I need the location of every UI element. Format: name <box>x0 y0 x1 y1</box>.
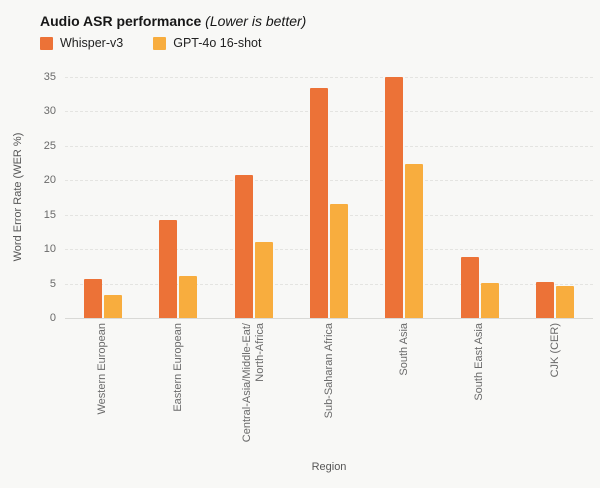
gridline-10 <box>65 249 593 251</box>
x-tick-label-5: South East Asia <box>473 323 486 401</box>
y-tick-label-20: 20 <box>43 174 56 187</box>
bar-group-0 <box>83 77 122 318</box>
bar-series0-cat4 <box>385 77 404 318</box>
bar-series0-cat1 <box>159 220 178 318</box>
bar-series1-cat0 <box>103 295 122 318</box>
bar-series0-cat3 <box>310 88 328 318</box>
chart-title-main: Audio ASR performance <box>40 13 202 29</box>
legend-label-gpt4o-16-shot: GPT-4o 16-shot <box>173 36 262 50</box>
bar-series1-cat4 <box>405 164 424 318</box>
y-tick-label-10: 10 <box>43 243 56 256</box>
gridline-25 <box>65 145 593 147</box>
legend: Whisper-v3 GPT-4o 16-shot <box>40 36 261 50</box>
gridline-35 <box>65 77 593 78</box>
bar-group-6 <box>536 77 575 318</box>
bar-series1-cat3 <box>330 204 348 318</box>
x-axis-line <box>65 318 593 319</box>
gridline-15 <box>65 214 593 216</box>
bar-series1-cat2 <box>254 242 273 318</box>
gridline-20 <box>65 180 593 182</box>
bar-group-5 <box>460 77 499 318</box>
y-tick-label-5: 5 <box>49 277 56 290</box>
bar-series1-cat6 <box>556 286 575 318</box>
y-tick-label-30: 30 <box>43 105 56 118</box>
legend-swatch-gpt4o-16-shot <box>153 36 167 50</box>
gridline-5 <box>65 283 593 285</box>
bar-series0-cat2 <box>234 175 253 318</box>
x-tick-label-1: Eastern European <box>171 323 184 412</box>
x-tick-label-2: Central-Asia/Middle-Eat/North-Africa <box>240 323 266 443</box>
bar-series0-cat6 <box>536 282 555 318</box>
chart-title-note: (Lower is better) <box>205 13 307 29</box>
chart-title: Audio ASR performance (Lower is better) <box>40 13 306 29</box>
x-axis-title: Region <box>311 461 347 473</box>
gridline-30 <box>65 111 593 113</box>
y-tick-label-15: 15 <box>43 208 56 221</box>
legend-item-whisper-v3: Whisper-v3 <box>40 36 123 50</box>
legend-swatch-whisper-v3 <box>40 36 53 50</box>
bar-series1-cat1 <box>179 276 198 318</box>
bar-group-2 <box>234 77 273 318</box>
legend-label-whisper-v3: Whisper-v3 <box>60 36 124 50</box>
y-tick-label-25: 25 <box>43 139 56 152</box>
x-tick-label-4: South Asia <box>397 323 410 376</box>
bar-series0-cat0 <box>83 279 102 318</box>
y-tick-label-0: 0 <box>49 312 56 324</box>
bar-series1-cat5 <box>480 283 499 318</box>
x-tick-label-6: CJK (CER) <box>548 323 561 378</box>
bar-series0-cat5 <box>460 257 479 318</box>
y-tick-label-35: 35 <box>43 71 56 83</box>
x-tick-label-0: Western European <box>96 323 109 415</box>
bar-group-3 <box>310 77 348 318</box>
bar-group-1 <box>159 77 198 318</box>
legend-item-gpt4o-16-shot: GPT-4o 16-shot <box>153 36 261 50</box>
x-tick-label-3: Sub-Saharan Africa <box>322 323 335 419</box>
bar-group-4 <box>385 77 424 318</box>
